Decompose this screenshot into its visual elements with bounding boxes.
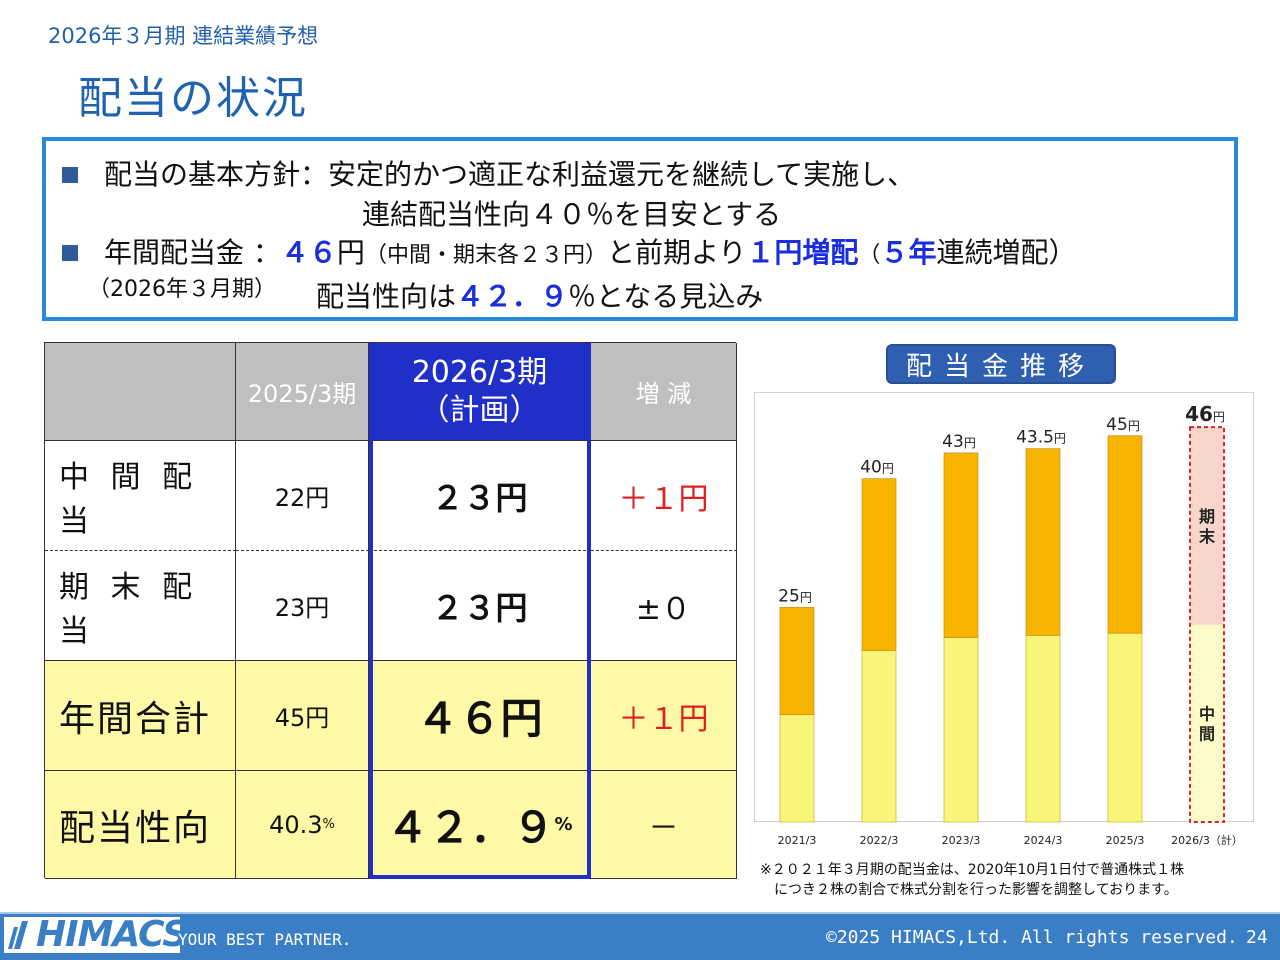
- row-label-annual-total: 年間合計: [45, 661, 236, 771]
- row-label-yearend: 期 末 配 当: [45, 551, 236, 661]
- company-logo: HIMACS: [36, 914, 188, 955]
- yen-unit: 円: [336, 236, 365, 269]
- yearend-plan: ２３円: [369, 551, 591, 661]
- interim-prev: 22円: [236, 441, 369, 551]
- consecutive-years: ５年: [880, 236, 937, 269]
- policy-text-1: 安定的かつ適正な利益還元を継続して実施し、: [328, 158, 916, 191]
- x-tick-label: 2022/3: [860, 834, 899, 847]
- increase-amount: １円増配: [746, 236, 859, 269]
- forecast-yearend-label: 末: [1199, 527, 1216, 546]
- payout-change: －: [591, 771, 737, 879]
- bar-yearend: [779, 607, 815, 716]
- dividend-table: 2025/3期 2026/3期 （計画） 増 減 中 間 配 当 22円 ２３円…: [44, 342, 737, 879]
- bar-total-label: 25円: [778, 586, 812, 606]
- interim-yearend-note: （中間・期末各２３円）: [364, 243, 607, 268]
- bar-yearend: [1025, 448, 1061, 636]
- annual-prev: 45円: [236, 661, 369, 771]
- policy-line-4: 配当性向は４２．９％となる見込み: [316, 275, 763, 315]
- bar-total-label: 45円: [1106, 415, 1140, 435]
- policy-line-2: 連結配当性向４０％を目安とする: [362, 198, 782, 231]
- interim-plan: ２３円: [369, 441, 591, 551]
- row-label-interim: 中 間 配 当: [45, 441, 236, 551]
- chart-frame: [754, 392, 1254, 822]
- header-blank: [45, 343, 236, 441]
- row-label-payout-ratio: 配当性向: [45, 771, 236, 879]
- x-tick-label: 2023/3: [942, 834, 981, 847]
- payout-plan-value: ４２．９: [386, 803, 555, 852]
- bar-interim: [861, 650, 897, 823]
- bar-total-label: 43.5円: [1016, 428, 1066, 448]
- bar-yearend: [861, 478, 897, 651]
- bar-interim: [1025, 635, 1061, 823]
- header-plan-year-label: 2026/3期: [411, 354, 548, 390]
- copyright-text: ©2025 HIMACS,Ltd. All rights reserved.: [826, 927, 1238, 948]
- chart-title: 配当金推移: [886, 344, 1116, 384]
- annual-change: ＋１円: [591, 661, 737, 771]
- header-plan-year: 2026/3期 （計画）: [369, 343, 591, 441]
- x-tick-label: 2025/3: [1106, 834, 1145, 847]
- annual-dividend-label: 年間配当金 ：: [104, 236, 281, 269]
- fiscal-year-label: （2026年３月期）: [88, 277, 276, 302]
- yearend-change: ±０: [591, 551, 737, 661]
- forecast-yearend-label: 期: [1199, 507, 1215, 526]
- dividend-chart: 25円 2021/3 40円 2022/3 43円 2023/3 43.5円 2024/3 45…: [778, 402, 1243, 847]
- bar-yearend: [1190, 427, 1224, 625]
- bar-interim: [1107, 632, 1143, 823]
- yearend-prev: 23円: [236, 551, 369, 661]
- bar-total-label: 40円: [860, 458, 894, 478]
- bullet-square-icon: [62, 245, 78, 261]
- company-tagline: YOUR BEST PARTNER.: [178, 930, 352, 949]
- logo-background: [4, 917, 180, 953]
- bar-yearend: [1107, 435, 1143, 634]
- annual-plan: ４６円: [369, 661, 591, 771]
- header-change: 増 減: [591, 343, 737, 441]
- bar-interim: [779, 714, 815, 823]
- paren-open: （: [858, 243, 881, 268]
- slide-title: 配当の状況: [78, 73, 308, 124]
- bar-total-label: 46円: [1185, 402, 1225, 426]
- bar-yearend: [943, 452, 979, 638]
- bar-interim: [943, 637, 979, 823]
- interim-change: ＋１円: [591, 441, 737, 551]
- slide-subtitle: 2026年３月期 連結業績予想: [48, 24, 319, 48]
- forecast-interim-label: 間: [1199, 724, 1215, 743]
- chart-footnote: ※２０２１年３月期の配当金は、2020年10月1日付で普通株式１株 につき２株の…: [760, 860, 1184, 900]
- header-plan-label: （計画）: [419, 392, 540, 428]
- annual-dividend-amount: ４６: [280, 236, 337, 269]
- payout-plan-unit: %: [554, 814, 573, 835]
- forecast-bar-outline: [1189, 426, 1225, 824]
- page-number: 24: [1246, 927, 1268, 948]
- x-tick-label: 2026/3（計）: [1171, 833, 1243, 847]
- logo-slash-icon: [8, 921, 28, 949]
- payout-suffix: ％となる見込み: [568, 280, 764, 313]
- policy-label: 配当の基本方針：: [104, 158, 329, 191]
- x-tick-label: 2021/3: [778, 834, 817, 847]
- dividend-policy-box: 配当の基本方針：安定的かつ適正な利益還元を継続して実施し、 連結配当性向４０％を…: [42, 137, 1238, 321]
- payout-plan: ４２．９%: [369, 771, 591, 879]
- bar-interim: [1190, 624, 1224, 822]
- compare-text: と前期より: [606, 236, 747, 269]
- x-tick-label: 2024/3: [1024, 834, 1063, 847]
- forecast-interim-label: 中: [1199, 704, 1215, 723]
- header-prev-year: 2025/3期: [236, 343, 369, 441]
- payout-prev-unit: %: [322, 817, 335, 832]
- policy-line-3: 年間配当金 ：４６円（中間・期末各２３円）と前期より１円増配（５年連続増配）: [104, 231, 1076, 271]
- consecutive-increase-text: 連続増配）: [936, 236, 1077, 269]
- payout-prefix: 配当性向は: [316, 280, 457, 313]
- policy-line-1: 配当の基本方針：安定的かつ適正な利益還元を継続して実施し、: [104, 153, 915, 193]
- bullet-square-icon: [62, 167, 78, 183]
- bar-total-label: 43円: [942, 432, 976, 452]
- payout-prev-value: 40.3: [269, 810, 323, 839]
- payout-prev: 40.3%: [236, 771, 369, 879]
- footer-band: [0, 914, 1280, 960]
- payout-ratio: ４２．９: [456, 280, 569, 313]
- chart-footnote-line-1: ※２０２１年３月期の配当金は、2020年10月1日付で普通株式１株: [760, 862, 1185, 878]
- chart-footnote-line-2: につき２株の割合で株式分割を行った影響を調整しております。: [774, 882, 1178, 898]
